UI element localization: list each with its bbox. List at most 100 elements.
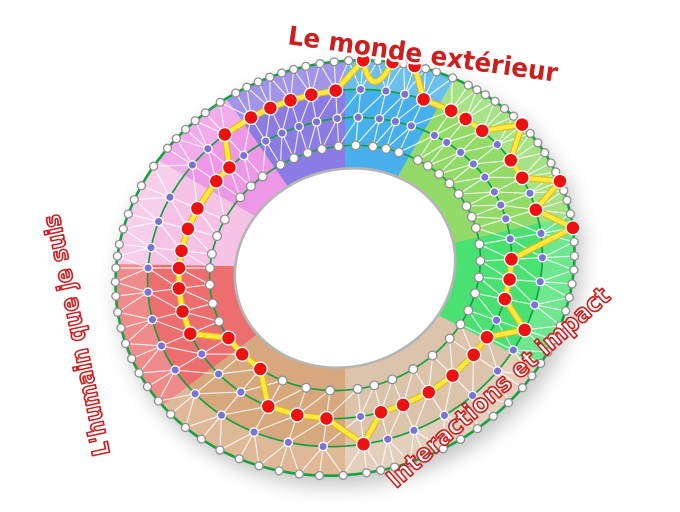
node-level2[interactable] xyxy=(277,128,287,138)
node-outer[interactable] xyxy=(253,77,263,87)
node-level2[interactable] xyxy=(311,117,322,127)
node-level3[interactable] xyxy=(156,341,167,351)
node-level3[interactable] xyxy=(165,192,175,203)
node-outer[interactable] xyxy=(215,97,225,107)
node-selected-red[interactable] xyxy=(217,126,233,143)
node-level1[interactable] xyxy=(301,382,312,393)
node-level3[interactable] xyxy=(537,252,548,263)
node-level3[interactable] xyxy=(382,434,393,445)
node-selected-red[interactable] xyxy=(289,407,305,423)
node-selected-red[interactable] xyxy=(180,221,196,237)
node-level2[interactable] xyxy=(374,113,385,124)
node-outer[interactable] xyxy=(376,465,386,475)
node-selected-red[interactable] xyxy=(443,103,459,119)
node-outer[interactable] xyxy=(277,68,287,78)
node-outer[interactable] xyxy=(127,353,137,364)
node-outer[interactable] xyxy=(389,462,400,472)
node-outer[interactable] xyxy=(503,398,514,408)
node-outer[interactable] xyxy=(560,306,571,316)
node-outer[interactable] xyxy=(463,80,473,90)
node-outer[interactable] xyxy=(231,88,241,98)
node-outer[interactable] xyxy=(405,457,415,468)
node-selected-red[interactable] xyxy=(395,397,411,413)
node-level3[interactable] xyxy=(146,242,156,253)
node-level1[interactable] xyxy=(455,319,466,330)
node-level2[interactable] xyxy=(455,147,466,158)
node-selected-red[interactable] xyxy=(384,54,401,70)
node-level2[interactable] xyxy=(238,150,249,161)
node-outer[interactable] xyxy=(190,116,200,126)
node-outer[interactable] xyxy=(242,82,252,92)
node-level1[interactable] xyxy=(470,222,481,234)
node-level3[interactable] xyxy=(190,388,200,399)
node-outer[interactable] xyxy=(215,445,225,455)
node-level1[interactable] xyxy=(277,375,288,386)
node-level1[interactable] xyxy=(367,141,379,152)
node-selected-red[interactable] xyxy=(243,109,259,126)
node-outer[interactable] xyxy=(110,277,121,287)
node-level1[interactable] xyxy=(350,140,361,151)
node-outer[interactable] xyxy=(431,67,442,77)
node-level2[interactable] xyxy=(479,172,490,183)
node-selected-red[interactable] xyxy=(514,117,530,133)
node-level3[interactable] xyxy=(492,139,503,150)
node-level2[interactable] xyxy=(390,116,401,127)
node-selected-red[interactable] xyxy=(373,404,389,420)
node-selected-red[interactable] xyxy=(182,326,198,342)
node-level2[interactable] xyxy=(429,130,440,141)
node-selected-red[interactable] xyxy=(421,384,437,400)
node-outer[interactable] xyxy=(254,461,264,471)
node-outer[interactable] xyxy=(123,209,133,219)
node-level3[interactable] xyxy=(529,300,540,310)
node-outer[interactable] xyxy=(567,279,577,289)
node-outer[interactable] xyxy=(265,72,275,82)
node-level1[interactable] xyxy=(257,171,268,182)
node-outer[interactable] xyxy=(373,56,383,66)
node-outer[interactable] xyxy=(565,209,576,219)
node-selected-red[interactable] xyxy=(189,200,205,216)
node-outer[interactable] xyxy=(343,55,354,66)
node-level1[interactable] xyxy=(369,380,380,391)
node-selected-red[interactable] xyxy=(171,280,187,296)
node-outer[interactable] xyxy=(455,434,466,445)
node-outer[interactable] xyxy=(136,181,147,191)
node-outer[interactable] xyxy=(294,469,304,479)
node-level3[interactable] xyxy=(283,437,294,448)
node-selected-red[interactable] xyxy=(220,330,237,346)
node-outer[interactable] xyxy=(301,61,311,72)
node-selected-red[interactable] xyxy=(552,173,568,189)
node-level1[interactable] xyxy=(207,298,218,309)
node-level1[interactable] xyxy=(434,168,445,179)
node-outer[interactable] xyxy=(120,338,131,349)
node-outer[interactable] xyxy=(162,143,173,153)
node-level1[interactable] xyxy=(302,147,313,159)
node-level1[interactable] xyxy=(475,255,486,266)
node-outer[interactable] xyxy=(569,251,580,261)
node-level1[interactable] xyxy=(245,181,256,192)
node-level3[interactable] xyxy=(203,143,213,154)
node-selected-red[interactable] xyxy=(466,347,482,363)
node-outer[interactable] xyxy=(329,57,339,67)
node-selected-red[interactable] xyxy=(208,173,224,189)
node-level2[interactable] xyxy=(505,234,516,244)
node-level1[interactable] xyxy=(206,248,217,260)
node-level3[interactable] xyxy=(318,441,328,452)
node-level1[interactable] xyxy=(275,159,286,170)
node-level1[interactable] xyxy=(214,316,225,327)
node-level3[interactable] xyxy=(467,390,478,401)
node-level1[interactable] xyxy=(453,189,464,200)
node-level3[interactable] xyxy=(409,425,419,436)
node-outer[interactable] xyxy=(480,90,490,100)
node-level1[interactable] xyxy=(412,155,423,166)
node-level2[interactable] xyxy=(196,349,207,359)
node-selected-red[interactable] xyxy=(503,152,519,168)
node-outer[interactable] xyxy=(112,251,123,261)
node-level1[interactable] xyxy=(470,288,481,299)
node-level2[interactable] xyxy=(489,187,500,197)
node-level1[interactable] xyxy=(204,262,215,274)
node-outer[interactable] xyxy=(490,96,500,106)
node-outer[interactable] xyxy=(289,64,299,75)
node-level1[interactable] xyxy=(427,350,438,361)
node-level2[interactable] xyxy=(468,159,479,169)
node-level3[interactable] xyxy=(439,410,450,421)
